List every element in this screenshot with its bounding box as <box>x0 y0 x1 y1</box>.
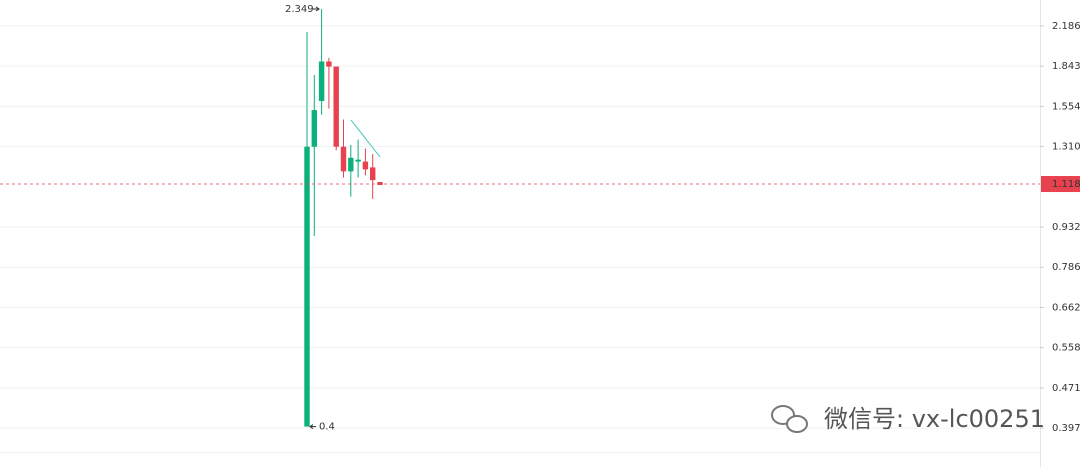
candle-body <box>370 167 376 181</box>
candle-body <box>333 66 339 147</box>
watermark-icon <box>771 405 795 425</box>
y-tick-label: 0.9321 <box>1052 222 1080 233</box>
bottom-border <box>0 452 1040 453</box>
watermark-text: 微信号: vx-lc00251 <box>824 405 1045 433</box>
price-tag-label: 1.1184 <box>1052 179 1080 190</box>
y-tick-label: 0.5589 <box>1052 343 1080 354</box>
low-arrowhead <box>309 424 314 429</box>
price-tag <box>1041 176 1080 193</box>
axis-border <box>1040 0 1041 467</box>
candle-body <box>362 161 369 170</box>
y-tick-label: 1.5544 <box>1052 101 1080 112</box>
y-tick-label: 1.8433 <box>1052 61 1080 72</box>
y-tick-label: 0.4713 <box>1052 383 1080 394</box>
low-label: 0.4 <box>319 422 335 433</box>
candle-body <box>326 61 332 67</box>
candle-body <box>311 110 317 147</box>
candle-body <box>377 182 383 185</box>
plot <box>0 8 1040 429</box>
y-tick-label: 0.6628 <box>1052 302 1080 313</box>
y-tick-label: 1.3108 <box>1052 142 1080 153</box>
candle-body <box>318 61 325 102</box>
candle-body <box>304 146 310 427</box>
candle-body <box>355 159 361 162</box>
y-tick-label: 2.1860 <box>1052 21 1080 32</box>
y-tick-label: 0.3974 <box>1052 423 1080 434</box>
high-arrowhead <box>315 6 320 12</box>
watermark-icon <box>786 415 808 433</box>
watermark: 微信号: vx-lc00251 <box>771 405 1045 433</box>
trend-line <box>350 119 381 158</box>
high-label: 2.349 <box>285 4 314 15</box>
candle-body <box>348 157 354 172</box>
candle-body <box>340 146 347 172</box>
